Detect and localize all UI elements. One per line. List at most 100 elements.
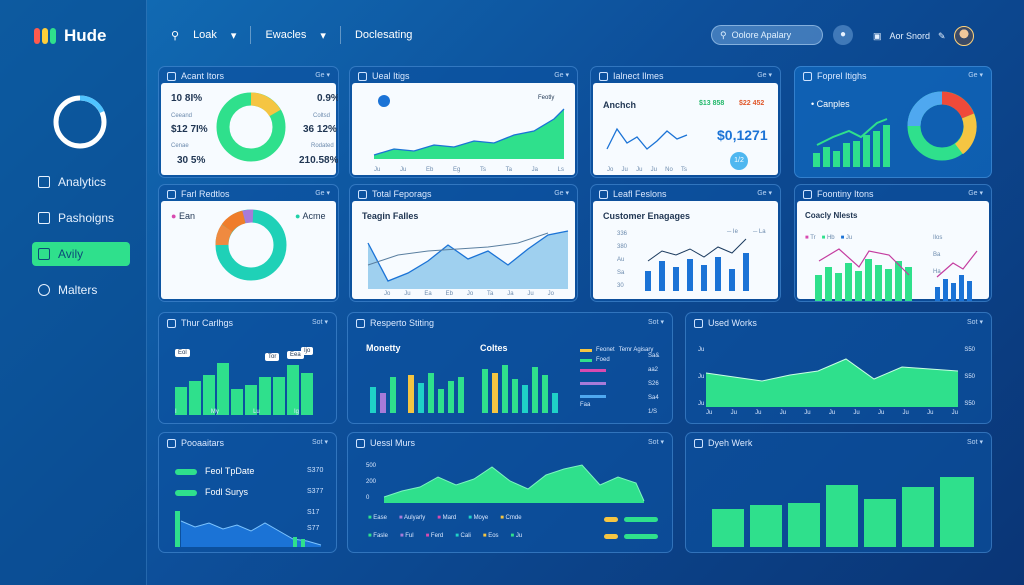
y-axis-left: Ju Ju Ju [698, 347, 704, 407]
card-dropdown[interactable]: Ge ▾ [757, 190, 772, 197]
axis-tick-label: Jo [466, 291, 474, 297]
search-input[interactable]: ⚲ Oolore Apalary [711, 25, 823, 45]
legend-label: Cmde [505, 515, 522, 521]
axis-tick-label: Ha [933, 269, 941, 275]
app-logo[interactable]: Hude [34, 26, 107, 46]
card-dropdown[interactable]: Ge ▾ [968, 190, 983, 197]
legend-swatch: ■ [399, 533, 406, 539]
legend-label: Ease [373, 515, 387, 521]
dropdown-label: Ge [968, 190, 978, 197]
axis-tick-label: Eg [453, 167, 461, 173]
divider [339, 26, 341, 44]
card-dropdown[interactable]: Ge ▾ [968, 72, 983, 79]
card-dropdown[interactable]: Sot ▾ [312, 319, 328, 326]
axis-tick-label: Ju [621, 167, 628, 173]
card-ueal-itigs: Ueal Itigs Ge ▾ Feotly Ju Ju Eb Eg Ts Ta Ja Ls [349, 66, 578, 178]
sidebar-item-analytics[interactable]: Analytics [32, 170, 130, 194]
card-body: Feotly Ju Ju Eb Eg Ts Ta Ja Ls [352, 83, 575, 175]
dropdown-label: Sot [967, 439, 978, 446]
card-icon [167, 189, 176, 199]
axis-tick-label: Ju [779, 410, 787, 416]
card-title: Foprel Itighs [817, 71, 867, 81]
bar-line-chart [645, 238, 749, 291]
card-dropdown[interactable]: Ge ▾ [554, 190, 569, 197]
y-axis: 500 200 0 [366, 463, 376, 501]
legend-label: Faa [580, 402, 591, 408]
card-body: Anchch $13 858 $22 452 $0,1271 1/2 Jo Ju J… [593, 83, 778, 175]
nav-ewacles[interactable]: Ewacles [265, 29, 307, 41]
axis-tick-label: Ju [877, 410, 885, 416]
axis-tick-label: Ju [902, 410, 909, 416]
document-icon [38, 212, 50, 224]
side-labels: Ilos Ba Ha [933, 235, 942, 275]
target-icon [38, 284, 50, 296]
sidebar-item-label: Analytics [58, 175, 107, 189]
axis-tick-label: Ja [507, 291, 514, 297]
legend-swatch: ■ [455, 533, 461, 539]
sidebar-item-malters[interactable]: Malters [32, 278, 130, 302]
legend-item: ■ Eos [483, 533, 499, 539]
legend-item: ■ Cali [455, 533, 471, 539]
legend-swatch: ■ [368, 515, 374, 521]
dropdown-label: Ge [315, 72, 325, 79]
axis-tick-label: Ju [404, 291, 411, 297]
axis-tick-label: S26 [648, 381, 659, 387]
legend-swatch: ■ [500, 515, 506, 521]
axis-tick-label: Ju [853, 410, 860, 416]
chart-label: • Canples [811, 99, 850, 109]
sidebar-item-pashoigns[interactable]: Pashoigns [32, 206, 130, 230]
edit-icon[interactable]: ✎ [938, 30, 946, 41]
legend-label: Ie [732, 229, 738, 235]
dropdown-label: Ge [757, 190, 767, 197]
dropdown-label: Ge [554, 190, 564, 197]
dropdown-label: Sot [967, 319, 978, 326]
chart-label-text: Canples [816, 99, 850, 109]
notification-icon[interactable]: ▣ [873, 30, 882, 41]
card-title: Uessl Murs [370, 438, 416, 448]
chart-subtitle: Coacly Nlests [805, 211, 858, 220]
card-dropdown[interactable]: Sot ▾ [312, 439, 328, 446]
card-title: Resperto Stiting [370, 318, 435, 328]
legend-item: ■ Ferd [426, 533, 444, 539]
sidebar-ring-chart [53, 95, 107, 149]
tooltip-tag: Tor [265, 353, 280, 361]
legend-label: Mard [442, 515, 457, 521]
axis-tick-label: Ilos [933, 235, 943, 241]
legend-swatch [580, 369, 606, 372]
legend: Feonet Temr Agisary Foed Faa [580, 347, 653, 408]
stat-label: Rodated [311, 143, 334, 149]
card-dropdown[interactable]: Sot ▾ [648, 439, 664, 446]
legend-label: Foed [596, 357, 610, 363]
axis-tick-label: Ju [698, 401, 705, 407]
search-icon: ⚲ [720, 29, 727, 40]
legend-label: Feonet [596, 347, 615, 353]
user-label[interactable]: Aor Snord [889, 31, 931, 41]
card-dropdown[interactable]: Sot ▾ [967, 319, 983, 326]
info-icon[interactable]: ● [833, 25, 853, 45]
row-value: S370 [307, 467, 324, 474]
dropdown-label: Ge [554, 72, 564, 79]
legend-swatch: ■ [482, 533, 489, 539]
card-dropdown[interactable]: Ge ▾ [757, 72, 772, 79]
nav-doclesating[interactable]: Doclesating [354, 29, 413, 41]
card-dropdown[interactable]: Ge ▾ [315, 72, 330, 79]
axis-tick-label: 200 [366, 479, 377, 485]
card-dropdown[interactable]: Ge ▾ [554, 72, 569, 79]
card-pooaaitars: Pooaaitars Sot ▾ Feol TpDate S370 Fodl S… [158, 432, 337, 553]
card-dropdown[interactable]: Sot ▾ [967, 439, 983, 446]
axis-tick-label: Ig [293, 409, 299, 415]
legend-item: ■ Mard [437, 515, 456, 521]
card-dropdown[interactable]: Sot ▾ [648, 319, 664, 326]
row-label: Fodl Surys [205, 487, 249, 497]
card-title: Leafl Feslons [613, 189, 667, 199]
legend-swatch: ■ [437, 515, 443, 521]
axis-tick-label: Ju [636, 167, 643, 173]
avatar[interactable] [953, 26, 974, 46]
nav-loak[interactable]: Loak [193, 29, 217, 41]
axis-tick-label: My [210, 409, 219, 415]
sidebar-item-avily[interactable]: Avily [32, 242, 130, 266]
card-dropdown[interactable]: Ge ▾ [315, 190, 330, 197]
area-chart [373, 108, 565, 159]
search-icon[interactable]: ⚲ [171, 29, 180, 42]
sidebar: Hude Analytics Pashoigns Avily Malters [0, 0, 147, 585]
